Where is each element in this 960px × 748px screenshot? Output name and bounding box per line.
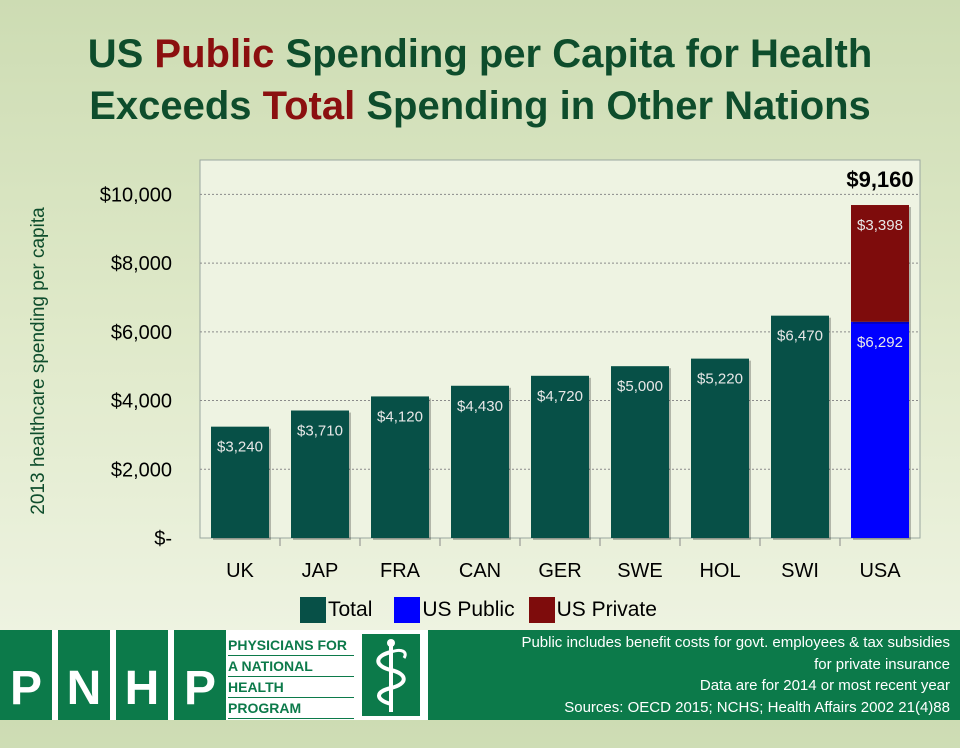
logo-letter: N bbox=[58, 630, 110, 720]
data-label: $4,430 bbox=[457, 398, 503, 415]
title-highlight-total: Total bbox=[262, 84, 356, 128]
logo-organization-name: PHYSICIANS FOR A NATIONAL HEALTH PROGRAM bbox=[228, 635, 354, 719]
x-tick-label: USA bbox=[859, 560, 901, 582]
x-tick-label: GER bbox=[538, 560, 581, 582]
x-tick-label: SWE bbox=[617, 560, 663, 582]
y-tick-label: $2,000 bbox=[111, 459, 172, 481]
y-tick-label: $8,000 bbox=[111, 253, 172, 275]
y-tick-label: $10,000 bbox=[100, 184, 172, 206]
data-label: $3,240 bbox=[217, 439, 263, 456]
data-label: $3,710 bbox=[297, 423, 343, 440]
bar-total bbox=[531, 375, 589, 538]
bar-total bbox=[211, 426, 269, 538]
title-line-1: US Public Spending per Capita for Health bbox=[0, 28, 960, 80]
footer-banner: P N H P PHYSICIANS FOR A NATIONAL HEALTH… bbox=[0, 630, 960, 720]
y-tick-label: $4,000 bbox=[111, 391, 172, 413]
title-highlight-public: Public bbox=[154, 32, 275, 76]
caduceus-icon bbox=[362, 634, 420, 716]
data-label: $3,398 bbox=[857, 217, 903, 234]
logo-text-line: PROGRAM bbox=[228, 698, 354, 719]
bar-total bbox=[771, 315, 829, 538]
logo-letter: H bbox=[116, 630, 168, 720]
title-text: Exceeds bbox=[89, 84, 263, 128]
legend-swatch-total bbox=[300, 597, 326, 623]
data-label: $6,470 bbox=[777, 328, 823, 345]
y-tick-label: $6,000 bbox=[111, 322, 172, 344]
data-label: $5,220 bbox=[697, 371, 743, 388]
note-line: Sources: OECD 2015; NCHS; Health Affairs… bbox=[564, 698, 950, 716]
note-line: for private insurance bbox=[814, 655, 950, 673]
title-text: Spending per Capita for Health bbox=[274, 32, 873, 76]
note-line: Data are for 2014 or most recent year bbox=[699, 677, 950, 694]
bar-chart: $- $2,000 $4,000 $6,000 $8,000 $10,000 $3,240 U… bbox=[100, 159, 921, 582]
x-tick-label: SWI bbox=[781, 560, 819, 582]
bar-total bbox=[371, 396, 429, 538]
x-tick-label: FRA bbox=[380, 560, 421, 582]
source-notes: Public includes benefit costs for govt. … bbox=[430, 632, 950, 718]
pnhp-logo: P N H P PHYSICIANS FOR A NATIONAL HEALTH… bbox=[0, 630, 428, 720]
data-label: $4,120 bbox=[377, 408, 423, 425]
x-tick-label: CAN bbox=[459, 560, 501, 582]
note-line: Public includes benefit costs for govt. … bbox=[521, 634, 950, 651]
legend-label-total: Total bbox=[328, 598, 373, 621]
x-tick-label: HOL bbox=[699, 560, 740, 582]
title-text: US bbox=[87, 32, 155, 76]
bar-us-public bbox=[851, 321, 909, 538]
page-title: US Public Spending per Capita for Health… bbox=[0, 28, 960, 132]
legend-item-total: Total bbox=[300, 597, 372, 623]
bar-total bbox=[451, 385, 509, 538]
bar-total bbox=[691, 358, 749, 538]
title-line-2: Exceeds Total Spending in Other Nations bbox=[0, 80, 960, 132]
logo-letter: P bbox=[0, 630, 52, 720]
title-text: Spending in Other Nations bbox=[355, 84, 871, 128]
logo-text-line: PHYSICIANS FOR bbox=[228, 635, 354, 656]
legend-item-us-public: US Public bbox=[394, 597, 515, 623]
logo-letter: P bbox=[174, 630, 226, 720]
us-total-annotation: $9,160 bbox=[846, 167, 913, 192]
x-tick-label: UK bbox=[226, 560, 254, 582]
chart-legend: Total US Public US Private bbox=[300, 597, 659, 623]
logo-text-line: A NATIONAL bbox=[228, 656, 354, 677]
legend-label-us-public: US Public bbox=[422, 598, 515, 621]
bar-us-private bbox=[851, 205, 909, 322]
data-label: $4,720 bbox=[537, 388, 583, 405]
legend-item-us-private: US Private bbox=[528, 597, 657, 623]
logo-text-line: HEALTH bbox=[228, 677, 354, 698]
bar-total bbox=[611, 366, 669, 538]
y-tick-label: $- bbox=[154, 528, 172, 550]
legend-label-us-private: US Private bbox=[556, 598, 657, 621]
legend-swatch-us-public bbox=[394, 597, 421, 623]
legend-swatch-us-private bbox=[528, 597, 555, 623]
data-label: $5,000 bbox=[617, 378, 663, 395]
x-tick-label: JAP bbox=[302, 560, 339, 582]
data-label: $6,292 bbox=[857, 334, 903, 351]
bar-total bbox=[291, 410, 349, 538]
